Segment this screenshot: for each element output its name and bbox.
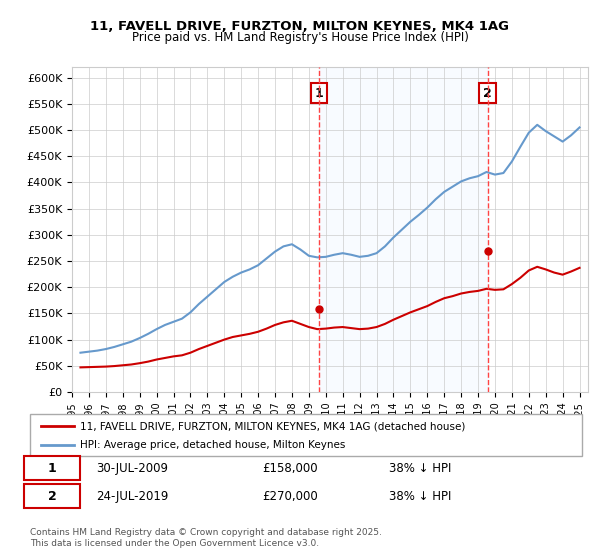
Text: 38% ↓ HPI: 38% ↓ HPI — [389, 461, 451, 475]
FancyBboxPatch shape — [30, 414, 582, 456]
Text: 1: 1 — [48, 461, 56, 475]
Text: 2: 2 — [483, 87, 492, 100]
Text: 38% ↓ HPI: 38% ↓ HPI — [389, 489, 451, 503]
Text: Price paid vs. HM Land Registry's House Price Index (HPI): Price paid vs. HM Land Registry's House … — [131, 31, 469, 44]
Text: Contains HM Land Registry data © Crown copyright and database right 2025.
This d: Contains HM Land Registry data © Crown c… — [30, 528, 382, 548]
Bar — [319, 67, 488, 392]
Text: 2: 2 — [48, 489, 56, 503]
Text: 11, FAVELL DRIVE, FURZTON, MILTON KEYNES, MK4 1AG: 11, FAVELL DRIVE, FURZTON, MILTON KEYNES… — [91, 20, 509, 32]
Text: 24-JUL-2019: 24-JUL-2019 — [96, 489, 169, 503]
Text: £158,000: £158,000 — [262, 461, 317, 475]
FancyBboxPatch shape — [25, 456, 80, 480]
Text: £270,000: £270,000 — [262, 489, 317, 503]
FancyBboxPatch shape — [25, 484, 80, 508]
Text: 30-JUL-2009: 30-JUL-2009 — [96, 461, 168, 475]
Text: 1: 1 — [314, 87, 323, 100]
Text: HPI: Average price, detached house, Milton Keynes: HPI: Average price, detached house, Milt… — [80, 440, 345, 450]
Text: 11, FAVELL DRIVE, FURZTON, MILTON KEYNES, MK4 1AG (detached house): 11, FAVELL DRIVE, FURZTON, MILTON KEYNES… — [80, 421, 465, 431]
